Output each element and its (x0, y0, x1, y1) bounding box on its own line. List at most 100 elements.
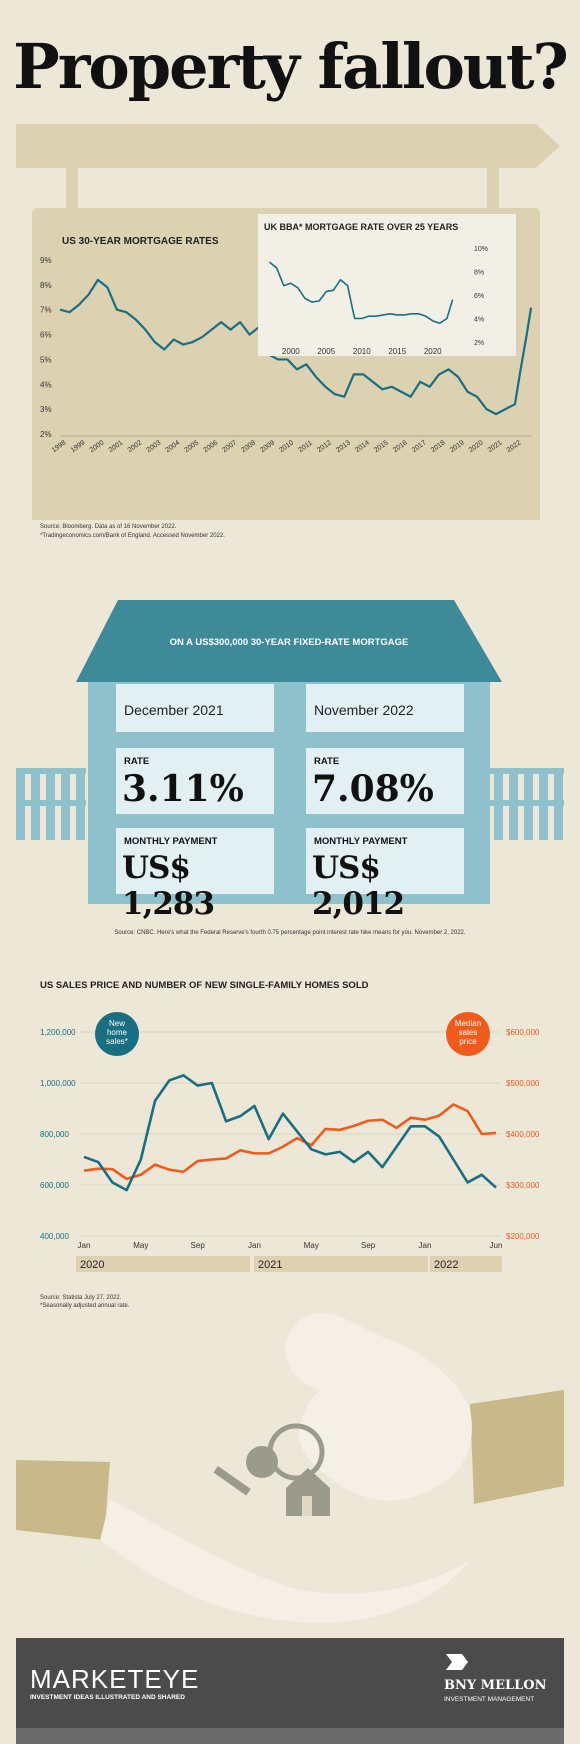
x-tick-label: May (304, 1241, 319, 1250)
hands-keys-illustration (16, 1313, 564, 1623)
x-tick-label: 2004 (164, 439, 181, 454)
y-right-tick-label: $300,000 (506, 1181, 540, 1190)
x-tick-label: May (133, 1241, 148, 1250)
left-payment-value: US$ 1,283 (122, 850, 215, 922)
x-tick-label: Sep (191, 1241, 206, 1250)
x-tick-label: 2010 (278, 439, 295, 454)
x-tick-label: 2019 (449, 439, 466, 454)
x-tick-label: 2021 (487, 439, 504, 454)
y-tick-label: 8% (474, 270, 484, 277)
uk-rate-line (269, 261, 454, 324)
footer: MARKETEYE INVESTMENT IDEAS ILLUSTRATED A… (16, 1638, 564, 1728)
x-tick-label: 2013 (335, 439, 352, 454)
mortgage-source-2: *Tradingeconomics.com/Bank of England. A… (40, 533, 225, 539)
y-tick-label: 10% (474, 246, 488, 253)
us-rate-line (59, 278, 533, 416)
left-date-box: December 2021 (116, 684, 274, 732)
right-rate-value: 7.08% (312, 768, 434, 810)
sales-chart: 400,000 $200,000 600,000 $300,000 800,000 $40… (40, 1012, 540, 1272)
x-tick-label: 2009 (259, 439, 276, 454)
x-tick-label: 2020 (468, 439, 485, 454)
brand-name: MARKETEYE (30, 1664, 200, 1694)
x-tick-label: Jan (419, 1241, 432, 1250)
x-tick-label: 2005 (183, 439, 200, 454)
y-tick-label: 5% (40, 355, 52, 364)
left-date: December 2021 (124, 702, 224, 718)
us-mortgage-title: US 30-YEAR MORTGAGE RATES (62, 236, 219, 247)
year-label: 2022 (434, 1259, 458, 1271)
y-tick-label: 6% (40, 331, 52, 340)
page-title: Property fallout? (13, 30, 569, 103)
x-tick-label: Jan (248, 1241, 261, 1250)
x-tick-label: 2017 (411, 439, 428, 454)
y-left-tick-label: 1,000,000 (40, 1079, 76, 1088)
x-tick-label: 2008 (240, 439, 257, 454)
left-payment-box: MONTHLY PAYMENT US$ 1,283 (116, 828, 274, 922)
legend-sales-label: home (107, 1028, 128, 1037)
us-mortgage-chart: 2%3%4%5%6%7%8%9%1998 1999 2000 2001 2002 2003… (40, 256, 533, 454)
y-right-tick-label: $500,000 (506, 1079, 540, 1088)
y-tick-label: 4% (474, 317, 484, 324)
sales-source-2: *Seasonally adjusted annual rate. (40, 1303, 130, 1309)
legend-price-label: sales (459, 1028, 478, 1037)
year-band (76, 1256, 250, 1272)
right-fence (490, 768, 564, 840)
x-tick-label: Jun (490, 1241, 503, 1250)
legend-sales-label: sales* (106, 1037, 128, 1046)
x-tick-label: 2001 (108, 439, 125, 454)
left-rate-label: RATE (124, 756, 150, 767)
footer-bar (16, 1728, 564, 1744)
x-tick-label: 2015 (388, 347, 406, 356)
right-rate-box: RATE 7.08% (306, 748, 464, 814)
x-tick-label: 2011 (297, 440, 313, 454)
x-tick-label: 2006 (202, 439, 219, 454)
year-label: 2020 (80, 1259, 104, 1271)
bny-logo-icon (444, 1652, 470, 1672)
y-tick-label: 4% (40, 380, 52, 389)
right-rate-label: RATE (314, 756, 340, 767)
y-tick-label: 2% (474, 340, 484, 347)
y-left-tick-label: 400,000 (40, 1232, 69, 1241)
x-tick-label: 2014 (354, 439, 371, 454)
right-date: November 2022 (314, 702, 414, 718)
year-label: 2021 (258, 1259, 282, 1271)
uk-inset-title: UK BBA* MORTGAGE RATE OVER 25 YEARS (264, 222, 459, 232)
legend-price-bubble (446, 1012, 490, 1056)
y-left-tick-label: 600,000 (40, 1181, 69, 1190)
legend-price-label: Median (455, 1019, 481, 1028)
year-band (254, 1256, 428, 1272)
x-tick-label: 2003 (146, 439, 163, 454)
legend-price-label: price (459, 1037, 477, 1046)
x-tick-label: 2022 (506, 439, 523, 454)
x-tick-label: Jan (78, 1241, 91, 1250)
right-payment-value: US$ 2,012 (312, 850, 405, 922)
x-tick-label: 2007 (221, 439, 238, 454)
median-price-line (83, 1103, 497, 1181)
y-tick-label: 6% (474, 293, 484, 300)
x-tick-label: 2010 (353, 347, 371, 356)
company-subtitle: INVESTMENT MANAGEMENT (444, 1696, 535, 1703)
sales-title: US SALES PRICE AND NUMBER OF NEW SINGLE-… (40, 980, 369, 991)
sales-source-1: Source: Statista July 27, 2022. (40, 1295, 122, 1301)
x-tick-label: 2012 (316, 439, 333, 454)
uk-inset-panel (258, 214, 516, 356)
left-rate-value: 3.11% (122, 768, 244, 810)
year-band (430, 1256, 502, 1272)
x-tick-label: 1999 (70, 439, 87, 454)
right-payment-label: MONTHLY PAYMENT (314, 836, 408, 847)
x-tick-label: 2000 (89, 439, 106, 454)
y-tick-label: 2% (40, 430, 52, 439)
mortgage-source-1: Source: Bloomberg. Data as of 16 Novembe… (40, 524, 177, 530)
house-heading: ON A US$300,000 30-YEAR FIXED-RATE MORTG… (169, 637, 409, 648)
x-tick-label: 2002 (127, 439, 144, 454)
right-payment-box: MONTHLY PAYMENT US$ 2,012 (306, 828, 464, 922)
y-tick-label: 8% (40, 281, 52, 290)
x-tick-label: Sep (361, 1241, 376, 1250)
x-tick-label: 2016 (392, 439, 409, 454)
new-home-sales-line (83, 1074, 497, 1192)
legend-sales-bubble (95, 1012, 139, 1056)
left-fence (16, 768, 86, 840)
x-tick-label: 2015 (373, 439, 390, 454)
uk-mortgage-chart: 2% 4% 6% 8% 10% 2000 2005 2010 2015 2020 (269, 246, 488, 356)
house-source: Source: CNBC. Here's what the Federal Re… (114, 930, 466, 936)
